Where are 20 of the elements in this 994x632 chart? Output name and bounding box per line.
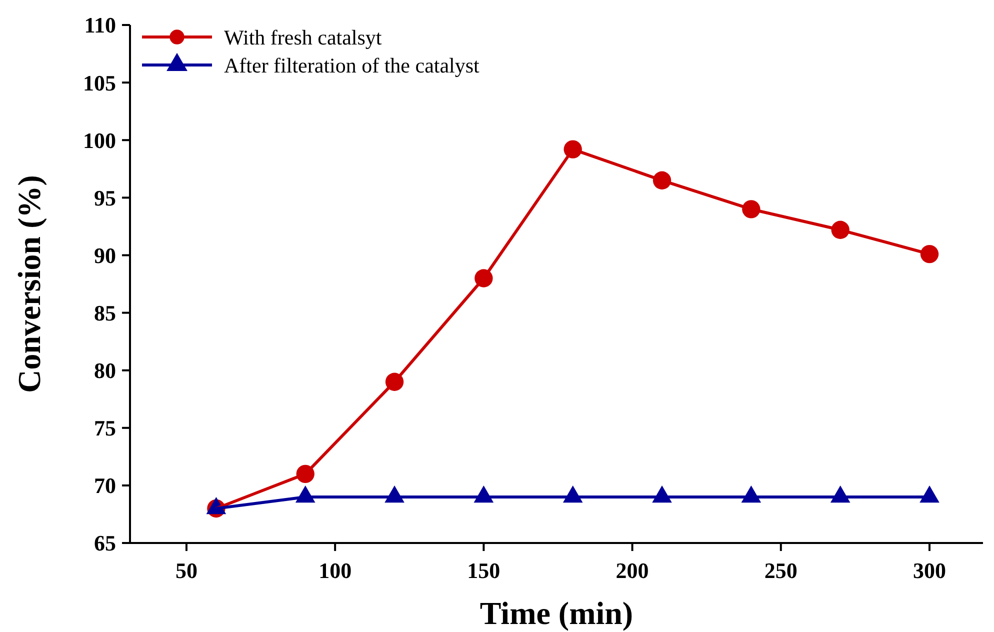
y-axis-title: Conversion (%) (11, 175, 47, 393)
y-tick-label: 90 (94, 242, 116, 268)
x-tick-label: 100 (318, 558, 352, 583)
y-tick-label: 65 (94, 530, 116, 556)
y-tick-label: 95 (94, 185, 116, 210)
x-tick-label: 200 (616, 558, 649, 583)
x-axis-title: Time (min) (480, 595, 634, 631)
x-tick-label: 50 (175, 558, 198, 583)
y-tick-label: 75 (94, 416, 116, 441)
y-tick-label: 110 (84, 12, 116, 38)
y-tick-label: 85 (94, 300, 116, 326)
x-tick-label: 150 (467, 558, 500, 583)
x-tick-label: 300 (913, 558, 946, 583)
legend-label: After filteration of the catalyst (224, 53, 480, 78)
y-tick-label: 100 (83, 128, 116, 153)
y-tick-label: 105 (83, 70, 116, 96)
y-tick-label: 70 (94, 473, 116, 498)
legend-label: With fresh catalsyt (224, 25, 382, 50)
y-tick-label: 80 (94, 358, 116, 384)
x-tick-label: 250 (764, 558, 798, 583)
